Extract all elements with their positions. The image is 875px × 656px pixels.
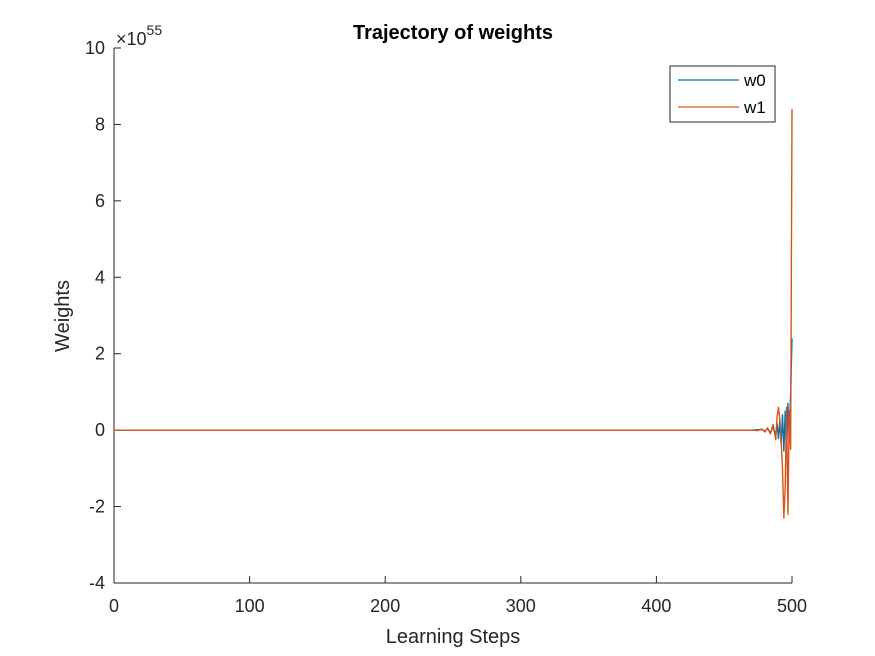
y-tick-label: -2 (89, 497, 105, 517)
y-tick-label: 10 (85, 38, 105, 58)
y-exponent-label: ×1055 (116, 22, 162, 49)
y-tick-label: 8 (95, 114, 105, 134)
legend-label-w0: w0 (743, 71, 766, 90)
chart-title: Trajectory of weights (353, 22, 553, 44)
legend-box (669, 65, 776, 123)
y-exponent-base: ×10 (116, 29, 147, 49)
y-axis-label: Weights (52, 280, 74, 352)
x-tick-label: 0 (109, 596, 119, 616)
y-tick-label: 0 (95, 420, 105, 440)
x-tick-label: 400 (641, 596, 671, 616)
x-axis-ticks: 0 100 200 300 400 500 (109, 576, 807, 616)
plot-area (114, 48, 792, 583)
series-line-w1 (114, 109, 793, 519)
y-tick-label: -4 (89, 573, 105, 593)
x-tick-label: 500 (777, 596, 807, 616)
y-tick-label: 6 (95, 191, 105, 211)
x-tick-label: 200 (370, 596, 400, 616)
legend: w0 w1 (669, 65, 776, 123)
series-layer (114, 109, 793, 519)
x-tick-label: 100 (235, 596, 265, 616)
legend-label-w1: w1 (743, 98, 766, 117)
y-tick-label: 2 (95, 344, 105, 364)
x-axis-label: Learning Steps (386, 626, 521, 648)
y-exponent-power: 55 (147, 22, 163, 38)
y-tick-label: 4 (95, 267, 105, 287)
x-tick-label: 300 (506, 596, 536, 616)
